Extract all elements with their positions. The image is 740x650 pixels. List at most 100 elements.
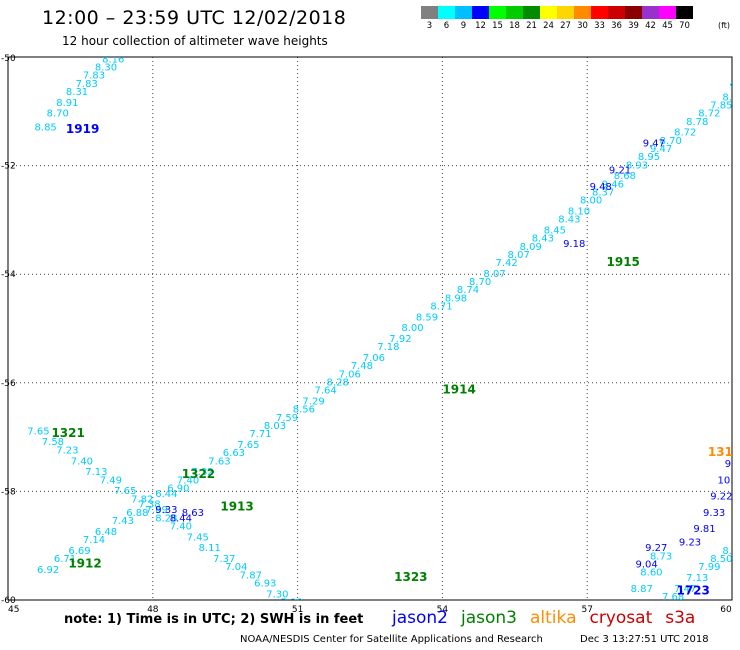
swh-value-label: 7.40 [177,475,199,486]
colorscale-swatch [557,6,574,19]
swh-value-label: 8.28 [327,378,349,389]
colorscale-bar [421,6,693,19]
time-label: 1914 [442,383,475,397]
chart-subtitle: 12 hour collection of altimeter wave hei… [62,34,328,48]
swh-value-label: 7.71 [249,429,271,440]
colorscale-label: 45 [662,21,673,31]
swh-value-label: 7.40 [71,456,93,467]
swh-value-label: 6.71 [54,554,76,565]
swh-value-label: 8.07 [483,269,505,280]
chart-grid [8,57,732,600]
x-tick-label: 51 [292,605,303,615]
colorscale-label: 21 [526,21,537,31]
swh-value-label: 8.50 [710,554,732,565]
swh-value-label: 7.99 [698,562,720,573]
swh-value-label: 7.14 [83,535,105,546]
generation-timestamp: Dec 3 13:27:51 UTC 2018 [580,634,709,645]
swh-value-label: 9.81 [693,524,715,535]
swh-value-label: 7.85 [710,101,732,112]
swh-value-label: 9.04 [635,559,657,570]
colorscale-swatch [489,6,506,19]
swh-value-label: 7.37 [213,554,235,565]
swh-value-label: 8.63 [182,508,204,519]
swh-value-label: 6.63 [223,448,245,459]
colorscale-swatch [421,6,438,19]
swh-value-label: 7.65 [27,426,49,437]
swh-value-label: 8.70 [469,277,491,288]
swh-value-label: 8.71 [430,301,452,312]
swh-value-label: 8.74 [457,285,479,296]
time-label: 1321 [51,426,84,440]
swh-value-label: 8.09 [520,242,542,253]
colorscale-label: 36 [611,21,622,31]
swh-value-label: 8.68 [614,171,636,182]
swh-value-label: 9.33 [155,505,177,516]
chart-title: 12:00 – 23:59 UTC 12/02/2018 [42,7,347,29]
swh-value-label: 7.38 [138,500,160,511]
swh-value-label: 7.92 [389,334,411,345]
time-label: 1912 [68,556,101,570]
swh-value-label: 7.87 [240,570,262,581]
time-label: 1322 [182,467,215,481]
swh-value-label: 7.82 [131,494,153,505]
swh-value-label: 7.59 [276,413,298,424]
colorscale-label: 33 [594,21,605,31]
swh-value-label: 8.31 [66,87,88,98]
time-label: 1913 [220,499,253,513]
swh-value-label: 7.29 [302,397,324,408]
swh-value-label: 6.48 [95,527,117,538]
swh-value-label: 8.16 [102,54,124,65]
swh-value-label: 8.30 [95,63,117,74]
colorscale-swatch [438,6,455,19]
colorscale-label: 6 [443,21,450,31]
colorscale-label: 27 [560,21,571,31]
note-text: note: 1) Time is in UTC; 2) SWH is in fe… [64,612,364,627]
colorscale-units: (ft) [718,21,731,30]
swh-value-label: 8.28 [155,513,177,524]
swh-value-label: 9.46 [602,179,624,190]
satellite-jason3: jason3 [461,608,517,628]
swh-value-label: 7.06 [339,369,361,380]
satellite-altika: altika [530,608,577,628]
swh-value-label: 8.73 [650,551,672,562]
swh-value-label: 7.45 [187,532,209,543]
time-label: 1311 [708,445,740,459]
swh-value-label: 9.91 [725,459,740,470]
credit-text: NOAA/NESDIS Center for Satellite Applica… [240,634,543,645]
swh-value-label: 8.11 [199,543,221,554]
y-tick-label: -56 [1,379,16,389]
swh-value-label: 7.32 [191,467,213,478]
x-tick-label: 60 [720,605,732,615]
swh-value-label: 7.48 [351,361,373,372]
satellite-cryosat: cryosat [589,608,653,628]
y-tick-label: -50 [1,54,16,64]
swh-value-label: 7.63 [208,456,230,467]
colorscale-label: 18 [509,21,520,31]
colorscale-label: 12 [475,21,486,31]
colorscale-labels: 3 6 9 12 15 18 21 24 27 30 33 36 39 42 45 70 [421,21,693,31]
colorscale-label: 30 [577,21,588,31]
swh-value-label: 7.65 [114,486,136,497]
swh-value-label: 9.21 [609,166,631,177]
colorscale-swatch [659,6,676,19]
time-label: 1723 [676,584,709,598]
swh-value-label: 8.93 [626,160,648,171]
swh-value-label: 7.83 [83,71,105,82]
swh-value-label: 10.02 [718,475,740,486]
swh-value-label: 8.03 [264,421,286,432]
satellite-legend: jason2 jason3 altika cryosat s3a [392,608,708,628]
colorscale-swatch [506,6,523,19]
colorscale-swatch [540,6,557,19]
swh-value-label: 7.06 [363,353,385,364]
swh-value-label: 7.43 [112,516,134,527]
colorscale-swatch [642,6,659,19]
swh-value-label: 8.98 [445,293,467,304]
swh-value-label: 9.48 [590,182,612,193]
colorscale-swatch [591,6,608,19]
swh-value-label: 9.22 [710,492,732,503]
colorscale-label: 24 [543,21,554,31]
swh-value-label: 8.10 [568,206,590,217]
swh-value-label: 7.38 [281,597,303,608]
swh-value-label: 7.49 [100,475,122,486]
